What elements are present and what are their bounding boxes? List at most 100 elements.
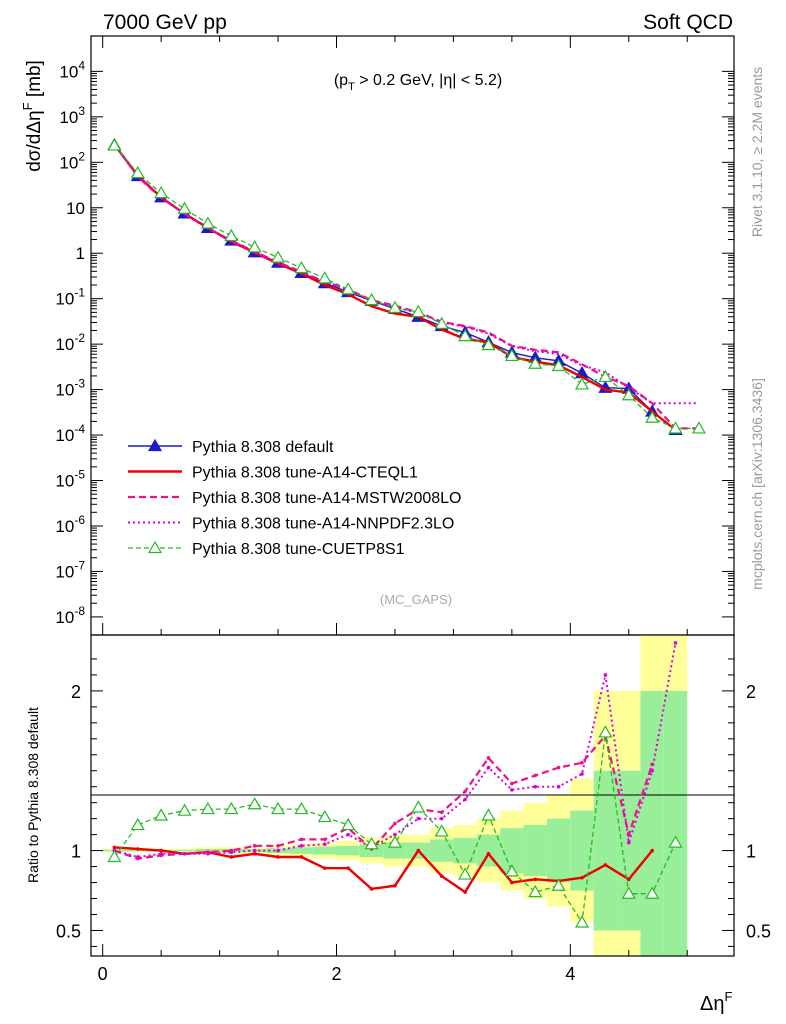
header-left: 7000 GeV pp [103,11,227,34]
data-point [691,421,706,434]
main-ylabel: dσ/dΔηF [mb] [20,60,45,172]
y-tick-label: 10-7 [55,558,85,581]
ratio-point [533,773,538,778]
ratio-y-tick-label: 2 [71,682,81,702]
ratio-point [299,837,304,842]
ratio-point [323,866,327,870]
side-rivet-label: Rivet 3.1.10, ≥ 2.2M events [749,67,765,237]
analysis-label: (MC_GAPS) [380,592,452,607]
data-point [574,377,590,390]
ratio-point [486,765,491,770]
ratio-point [271,801,286,815]
uncertainty-band-green [289,847,314,854]
ratio-point [317,809,332,823]
ratio-point [159,851,163,856]
data-point [668,421,683,434]
data-point [271,250,286,263]
ratio-xlabel: ΔηF [700,989,732,1015]
ratio-y-tick-label: 0.5 [56,921,81,941]
ratio-point [276,855,280,859]
ratio-point [510,788,514,792]
ratio-point [393,832,397,837]
ratio-point [130,817,145,831]
ratio-point [154,808,169,821]
ratio-point [107,849,122,863]
ratio-point [252,844,257,848]
data-point [621,388,636,401]
series-line [113,143,677,431]
x-tick-label: 2 [332,964,342,984]
ratio-series [107,641,683,928]
data-point [458,328,473,342]
ratio-point [135,855,140,859]
data-point [387,300,402,313]
data-point [598,369,613,383]
y-tick-label: 10-3 [55,377,85,400]
main-frame [90,35,735,636]
y-tick-label: 102 [59,149,85,172]
legend-label: Pythia 8.308 tune-A14-CTEQL1 [192,465,418,482]
ratio-point [621,886,636,899]
ratio-point [323,837,327,842]
data-point [411,304,426,318]
ratio-point [463,789,467,794]
ratio-point [626,877,631,882]
uncertainty-band-green [430,839,454,862]
uncertainty-band-green [546,818,571,883]
main-panel: 10-8 10-7 10-6 10-5 10-4 10-3 10-2 10-1 1 10 102 10… [20,35,735,636]
ratio-point [252,848,257,853]
ratio-y-tick-label-right: 0.5 [746,921,771,941]
ratio-point [276,848,280,853]
data-point [200,216,215,229]
ratio-point [177,803,192,816]
ratio-point [504,864,519,877]
data-point [528,356,543,369]
ratio-point [580,772,584,776]
data-point [247,240,262,253]
uncertainty-band-green [313,846,337,855]
ratio-frame [90,634,735,957]
ratio-point [528,884,543,898]
ratio-x-axis: 0 2 4 [98,36,688,984]
data-point [645,410,660,423]
ratio-point [364,836,379,850]
data-point [481,337,496,351]
legend-marker [147,540,163,554]
ratio-point [650,848,654,853]
ratio-point [224,801,239,815]
ratio-point [411,800,426,813]
y-tick-label: 10-1 [55,286,85,309]
data-point [107,138,122,151]
ratio-point [645,886,660,899]
ratio-point [276,844,280,848]
legend-label: Pythia 8.308 tune-A14-NNPDF2.3LO [192,516,454,533]
y-tick-label: 10 [66,199,85,218]
ratio-point [533,877,538,882]
y-tick-label: 1 [76,244,85,263]
series-line [113,143,699,405]
ratio-point [206,851,210,856]
legend-label: Pythia 8.308 tune-CUETP8S1 [192,541,405,558]
uncertainty-band-green [453,837,477,864]
ratio-point [556,765,561,770]
ratio-point [650,768,654,773]
uncertainty-band-green [500,828,524,873]
ratio-line [114,733,654,860]
ratio-point [341,817,356,831]
ratio-point [387,835,402,848]
ratio-point [135,847,140,851]
uncertainty-band-green [570,810,594,891]
ratio-point [463,890,467,894]
ratio-point [439,816,444,821]
ratio-point [229,855,234,859]
uncertainty-band-green [476,834,501,867]
ratio-point [439,810,444,815]
ratio-point [580,875,584,880]
header-right: Soft QCD [643,11,733,34]
ratio-point [510,781,514,786]
data-point [294,260,309,274]
y-tick-label: 10-2 [55,331,85,354]
legend-marker [147,438,163,452]
ratio-point [439,874,444,878]
